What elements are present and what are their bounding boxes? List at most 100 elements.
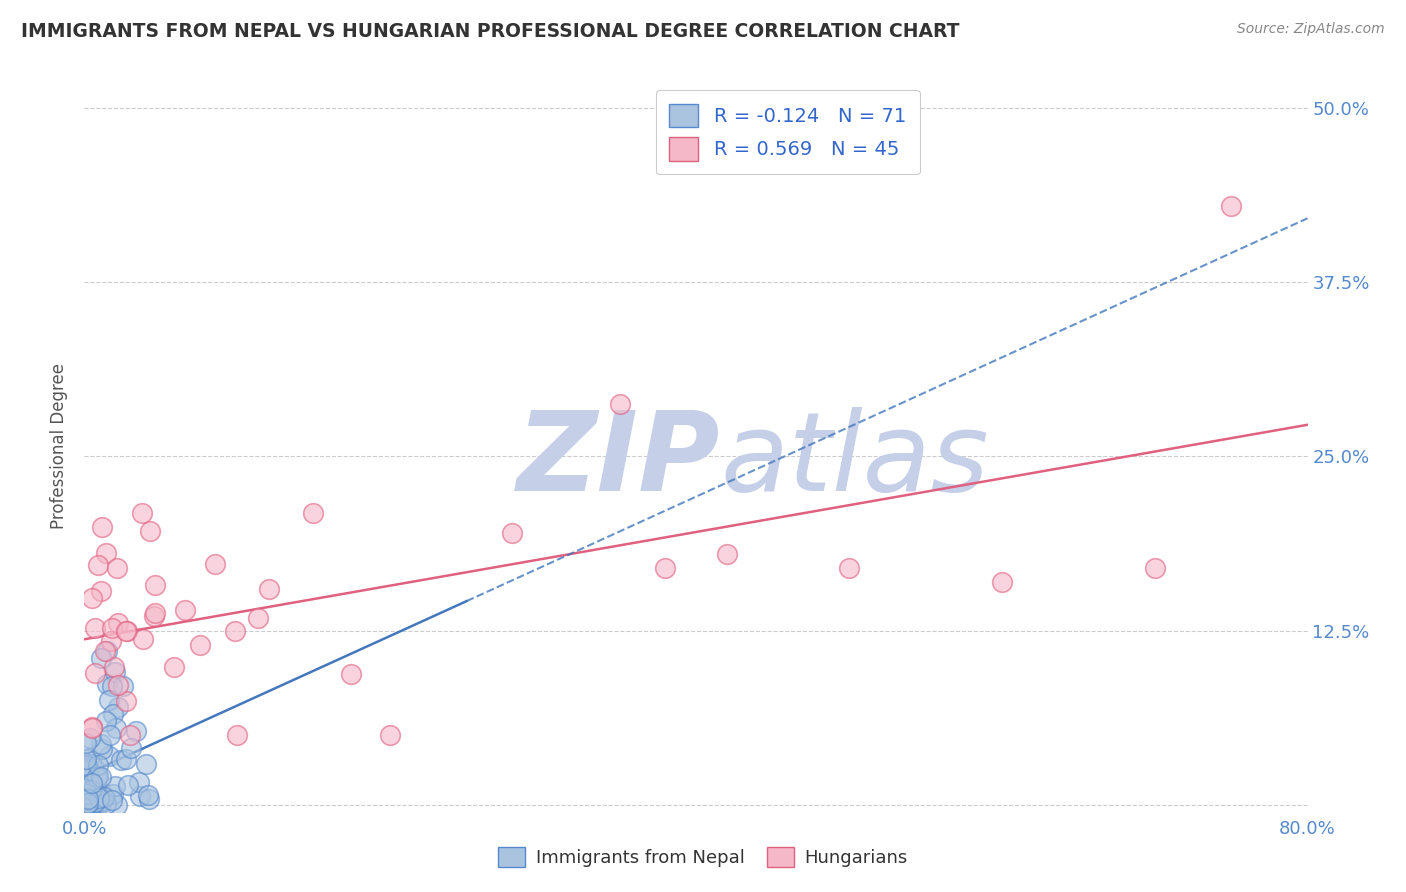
Point [77, 761, 100, 775]
Point [94, 797, 117, 811]
Point [104, 665, 127, 680]
Point [90, 651, 112, 665]
Point [105, 561, 128, 575]
Point [75, 787, 97, 801]
Point [104, 779, 127, 793]
Point [76, 797, 98, 811]
Point [90, 737, 112, 751]
Point [75, 782, 97, 797]
Point [80, 721, 103, 735]
Point [131, 506, 153, 520]
Point [82, 796, 104, 810]
Point [101, 621, 124, 635]
Point [132, 632, 155, 646]
Text: atlas: atlas [720, 407, 988, 514]
Point [114, 752, 136, 766]
Point [80, 783, 103, 797]
Point [502, 526, 524, 541]
Point [77, 792, 100, 806]
Point [80, 777, 103, 791]
Point [143, 606, 166, 620]
Point [97, 748, 120, 763]
Point [138, 789, 160, 803]
Point [125, 723, 148, 738]
Point [120, 740, 142, 755]
Point [90, 770, 112, 784]
Point [117, 778, 139, 792]
Point [107, 615, 129, 630]
Point [142, 609, 165, 624]
Point [83, 785, 105, 799]
Legend: R = -0.124   N = 71, R = 0.569   N = 45: R = -0.124 N = 71, R = 0.569 N = 45 [655, 90, 920, 175]
Point [76, 776, 98, 790]
Point [91, 520, 114, 534]
Point [90, 796, 112, 810]
Point [101, 679, 124, 693]
Point [77, 764, 100, 778]
Point [84, 795, 107, 809]
Point [128, 774, 150, 789]
Point [100, 634, 122, 648]
Point [87, 758, 110, 772]
Text: ZIP: ZIP [517, 407, 720, 514]
Point [90, 785, 112, 799]
Point [79, 794, 101, 808]
Point [380, 728, 402, 742]
Point [96, 644, 118, 658]
Point [609, 397, 631, 411]
Point [226, 728, 249, 742]
Point [103, 707, 125, 722]
Point [87, 796, 110, 810]
Point [77, 750, 100, 764]
Point [128, 789, 150, 803]
Point [87, 790, 110, 805]
Point [96, 677, 118, 691]
Point [246, 611, 269, 625]
Point [77, 761, 100, 775]
Point [87, 558, 110, 573]
Point [111, 679, 134, 693]
Y-axis label: Professional Degree: Professional Degree [51, 363, 69, 529]
Point [654, 561, 676, 575]
Point [90, 794, 112, 808]
Point [80, 591, 103, 605]
Point [84, 665, 107, 680]
Point [79, 731, 101, 746]
Point [94, 546, 117, 560]
Point [82, 784, 104, 798]
Point [257, 582, 280, 596]
Point [75, 780, 97, 794]
Point [77, 796, 100, 810]
Point [224, 624, 246, 639]
Point [110, 753, 132, 767]
Point [120, 728, 142, 742]
Point [98, 728, 121, 742]
Legend: Immigrants from Nepal, Hungarians: Immigrants from Nepal, Hungarians [491, 839, 915, 874]
Point [75, 758, 97, 772]
Point [107, 678, 129, 692]
Point [86, 769, 108, 783]
Point [114, 694, 136, 708]
Point [94, 644, 117, 658]
Point [90, 584, 112, 599]
Point [80, 720, 103, 734]
Point [100, 793, 122, 807]
Point [86, 770, 108, 784]
Point [190, 638, 212, 652]
Point [139, 524, 162, 538]
Point [1143, 561, 1166, 575]
Point [75, 756, 97, 771]
Point [138, 791, 160, 805]
Point [302, 506, 325, 520]
Point [84, 621, 107, 635]
Point [103, 659, 125, 673]
Point [75, 736, 97, 750]
Point [76, 789, 98, 803]
Point [80, 787, 103, 801]
Point [135, 756, 157, 771]
Point [105, 721, 128, 735]
Point [93, 789, 115, 804]
Point [84, 788, 107, 802]
Point [173, 603, 195, 617]
Point [94, 714, 117, 728]
